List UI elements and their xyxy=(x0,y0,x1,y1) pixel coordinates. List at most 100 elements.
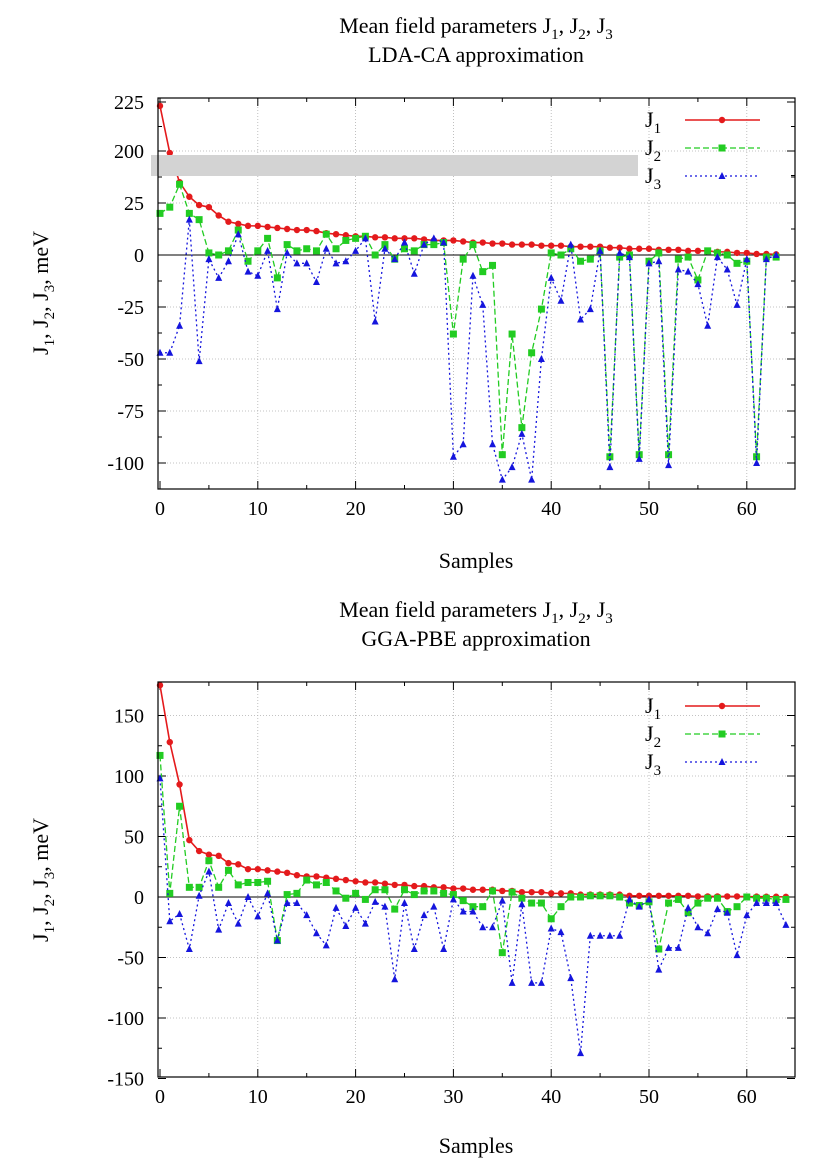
chart2-point-j2 xyxy=(215,883,223,891)
chart2-xlabel: Samples xyxy=(439,1133,514,1158)
chart1-point-j2 xyxy=(518,424,526,432)
chart2-point-j3 xyxy=(606,931,614,939)
chart1-point-j1 xyxy=(636,245,643,252)
chart2-point-j2 xyxy=(537,899,545,907)
chart1-point-j3 xyxy=(185,215,193,223)
chart2-point-j2 xyxy=(352,889,360,897)
chart1-point-j1 xyxy=(235,220,242,227)
chart1-point-j1 xyxy=(244,222,252,230)
chart1-point-j2 xyxy=(655,249,663,257)
chart1-point-j2 xyxy=(293,247,301,255)
chart2-point-j3 xyxy=(215,925,223,933)
chart2-point-j2 xyxy=(704,894,712,902)
chart1-point-j3 xyxy=(283,248,291,256)
chart2-point-j3 xyxy=(410,945,418,953)
chart1-point-j2 xyxy=(185,209,193,217)
chart1-point-j2 xyxy=(352,234,360,242)
chart2-point-j3 xyxy=(704,929,712,937)
chart2-legend-marker-j3 xyxy=(718,758,726,765)
chart2-point-j2 xyxy=(489,887,497,895)
chart1-point-j1 xyxy=(459,238,467,245)
chart1-point-j2 xyxy=(586,255,594,263)
chart1-point-j2 xyxy=(234,226,242,234)
chart1-legend-marker-j3 xyxy=(718,172,726,179)
chart2-point-j3 xyxy=(185,945,193,953)
chart2-point-j1 xyxy=(254,865,261,873)
chart1-point-j3 xyxy=(322,244,330,252)
chart-lda-ca: Mean field parameters J1, J2, J3 LDA-CA … xyxy=(28,13,796,573)
chart1-point-j1 xyxy=(166,149,173,157)
chart1-point-j2 xyxy=(205,249,213,257)
chart1-point-j1 xyxy=(577,243,584,250)
chart2-point-j2 xyxy=(166,889,174,897)
chart2-point-j3 xyxy=(616,931,624,939)
chart1-point-j1 xyxy=(665,246,672,253)
chart2-point-j3 xyxy=(420,911,428,919)
chart1-point-j2 xyxy=(733,259,741,267)
chart2-point-j2 xyxy=(361,895,369,903)
chart2-ytick-label: 0 xyxy=(134,887,144,909)
chart2-point-j2 xyxy=(312,881,320,889)
chart1-point-j3 xyxy=(655,257,663,265)
chart1-point-j1 xyxy=(499,240,506,247)
chart1-point-j1 xyxy=(753,250,760,258)
chart1-point-j1 xyxy=(489,240,496,247)
chart2-point-j1 xyxy=(215,852,222,860)
chart1-point-j3 xyxy=(176,321,184,329)
chart2-point-j3 xyxy=(440,945,448,953)
chart1-point-j3 xyxy=(361,234,369,242)
chart2-point-j3 xyxy=(342,922,350,930)
chart1-point-j3 xyxy=(254,271,262,279)
chart2-point-j3 xyxy=(753,899,761,907)
chart1-point-j3 xyxy=(224,257,232,265)
chart1-point-j2 xyxy=(312,247,320,255)
chart1-point-j1 xyxy=(274,224,281,232)
chart1-point-j1 xyxy=(313,227,320,235)
chart1-point-j2 xyxy=(684,253,692,261)
chart2-point-j3 xyxy=(645,895,653,903)
chart2-point-j2 xyxy=(420,887,428,895)
chart1-series xyxy=(156,102,780,483)
chart2-point-j2 xyxy=(586,892,594,900)
chart2-point-j3 xyxy=(586,931,594,939)
chart2-point-j1 xyxy=(381,880,389,887)
chart1-point-j3 xyxy=(547,273,555,281)
chart1-point-j2 xyxy=(283,241,291,249)
chart2-point-j3 xyxy=(498,896,506,904)
chart2-point-j3 xyxy=(273,936,281,944)
chart1-xtick-label: 0 xyxy=(155,498,165,520)
chart2-point-j2 xyxy=(694,899,702,907)
chart1-point-j1 xyxy=(479,239,486,246)
chart1-point-j3 xyxy=(244,267,252,275)
chart1-point-j3 xyxy=(381,244,389,252)
chart1-point-j2 xyxy=(166,203,174,211)
chart2-point-j3 xyxy=(264,889,272,897)
chart1-ytick-label: -100 xyxy=(107,453,144,475)
chart1-point-j3 xyxy=(665,461,673,469)
chart2-point-j3 xyxy=(674,943,682,951)
chart2-point-j2 xyxy=(332,887,340,895)
chart1-point-j2 xyxy=(704,247,712,255)
chart2-point-j2 xyxy=(244,878,252,886)
chart1-point-j1 xyxy=(391,235,398,242)
chart1-point-j1 xyxy=(626,245,633,252)
chart1-xtick-label: 40 xyxy=(541,498,561,520)
chart1-point-j2 xyxy=(449,330,457,338)
chart2-point-j2 xyxy=(391,905,399,913)
chart2-point-j1 xyxy=(528,888,535,896)
chart1-point-j2 xyxy=(489,261,497,269)
chart2-point-j2 xyxy=(459,897,467,905)
chart2-point-j3 xyxy=(352,903,360,911)
chart1-xtick-label: 30 xyxy=(443,498,463,520)
chart1-point-j3 xyxy=(518,429,526,437)
chart1-point-j3 xyxy=(674,265,682,273)
chart2-point-j3 xyxy=(234,919,242,927)
chart1-ytick-label: -75 xyxy=(117,401,144,423)
chart1-title-line1: Mean field parameters J1, J2, J3 xyxy=(339,13,613,43)
chart2-series xyxy=(156,682,790,1057)
chart2-point-j3 xyxy=(361,919,369,927)
chart2-point-j1 xyxy=(362,879,369,886)
chart2-point-j2 xyxy=(322,878,330,886)
chart1-point-j1 xyxy=(332,231,340,238)
chart1-point-j2 xyxy=(547,249,555,257)
